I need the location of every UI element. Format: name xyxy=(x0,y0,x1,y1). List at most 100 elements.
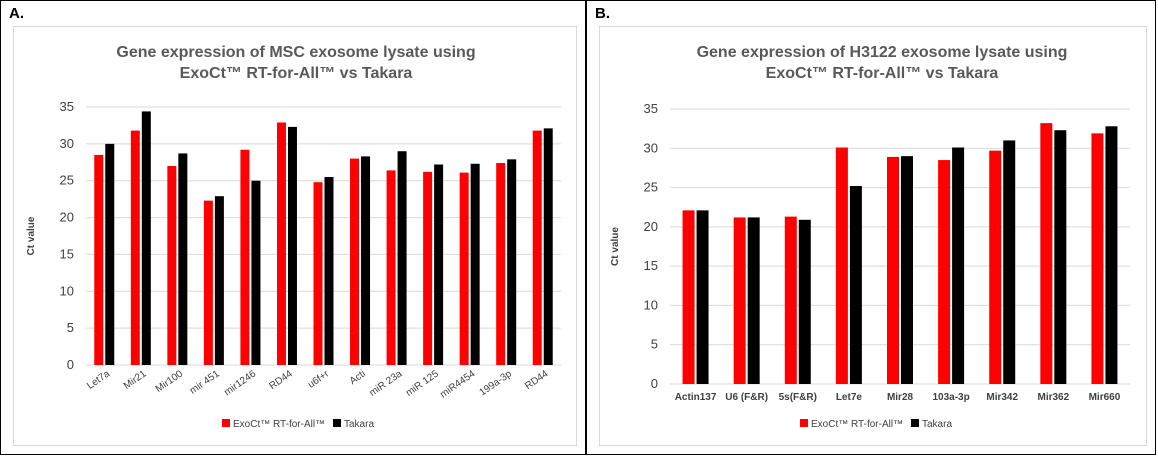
bar xyxy=(798,219,811,384)
bar xyxy=(784,216,797,384)
x-tick-label: U6 (F&R) xyxy=(725,392,768,403)
bar xyxy=(350,158,360,365)
x-tick-label: Let7e xyxy=(836,392,863,403)
bar xyxy=(835,147,848,384)
bar xyxy=(1003,140,1016,384)
bar xyxy=(1105,126,1118,385)
bar xyxy=(178,153,188,365)
x-tick-label: miR 23a xyxy=(367,368,404,399)
bar xyxy=(94,154,104,365)
y-tick-label: 35 xyxy=(644,101,658,116)
y-tick-label: 25 xyxy=(644,180,658,195)
y-axis-label: Ct value xyxy=(26,216,37,255)
legend-swatch xyxy=(333,419,341,427)
bar xyxy=(938,160,951,384)
x-tick-label: 103a-3p xyxy=(932,392,969,403)
x-tick-label: Mir660 xyxy=(1089,392,1121,403)
x-tick-label: Mir21 xyxy=(122,368,149,392)
chart-title-line: ExoCt™ RT-for-All™ vs Takara xyxy=(766,65,999,82)
y-tick-label: 0 xyxy=(67,357,74,372)
bar xyxy=(507,159,517,365)
bar xyxy=(887,156,899,384)
bar xyxy=(1091,133,1104,384)
y-axis-label: Ct value xyxy=(610,227,621,266)
x-tick-label: RD44 xyxy=(267,368,295,392)
bar xyxy=(747,217,760,384)
chart-title-line: Gene expression of H3122 exosome lysate … xyxy=(697,44,1068,61)
x-tick-label: mir 451 xyxy=(188,368,222,396)
bar xyxy=(952,147,965,384)
bar xyxy=(682,210,695,384)
chart-a-frame: Gene expression of MSC exosome lysate us… xyxy=(13,26,577,446)
bar xyxy=(989,150,1002,384)
bar xyxy=(313,182,323,365)
bar xyxy=(423,171,433,365)
x-tick-label: u6f+r xyxy=(306,368,332,391)
bar xyxy=(459,172,469,365)
panel-a-label: A. xyxy=(9,5,24,22)
bar xyxy=(251,180,261,365)
y-tick-label: 10 xyxy=(60,283,74,298)
bar xyxy=(733,217,746,384)
chart-title-line: ExoCt™ RT-for-All™ vs Takara xyxy=(180,65,413,82)
y-tick-label: 15 xyxy=(644,258,658,273)
x-tick-label: 5s(F&R) xyxy=(779,392,817,403)
bar xyxy=(696,210,709,384)
y-tick-label: 5 xyxy=(67,320,74,335)
bar xyxy=(1054,130,1067,384)
bar xyxy=(105,143,115,365)
chart-a: Gene expression of MSC exosome lysate us… xyxy=(26,44,561,430)
bar xyxy=(141,111,151,366)
bar xyxy=(543,128,553,365)
y-tick-label: 0 xyxy=(651,376,658,391)
bar xyxy=(203,200,213,365)
chart-b-frame: Gene expression of H3122 exosome lysate … xyxy=(599,26,1147,446)
bar xyxy=(287,126,297,365)
chart-b: Gene expression of H3122 exosome lysate … xyxy=(610,44,1130,430)
bar xyxy=(901,156,913,384)
x-tick-label: Acti xyxy=(348,368,368,387)
bar xyxy=(324,177,334,365)
panel-a: A. Gene expression of MSC exosome lysate… xyxy=(0,0,586,455)
bar xyxy=(361,156,371,365)
y-tick-label: 30 xyxy=(644,140,658,155)
x-tick-label: Mir362 xyxy=(1037,392,1069,403)
bar xyxy=(214,196,224,365)
legend-label: ExoCt™ RT-for-All™ xyxy=(811,419,903,430)
bar xyxy=(386,170,396,365)
bar xyxy=(470,163,480,365)
panel-b: B. Gene expression of H3122 exosome lysa… xyxy=(586,0,1156,455)
y-tick-label: 15 xyxy=(60,246,74,261)
legend-swatch xyxy=(800,419,808,427)
x-tick-label: Actin137 xyxy=(675,392,717,403)
y-tick-label: 20 xyxy=(644,219,658,234)
bar xyxy=(167,165,177,365)
legend-swatch xyxy=(222,419,230,427)
legend-label: Takara xyxy=(922,419,952,430)
bar xyxy=(240,149,250,365)
bar xyxy=(532,130,542,365)
bar xyxy=(397,151,407,365)
bar xyxy=(1040,123,1053,385)
panel-b-label: B. xyxy=(595,5,610,22)
x-tick-label: miR4454 xyxy=(438,368,477,400)
y-tick-label: 30 xyxy=(60,136,74,151)
y-tick-label: 10 xyxy=(644,297,658,312)
legend-label: Takara xyxy=(344,419,374,430)
bar xyxy=(496,163,506,365)
y-tick-label: 25 xyxy=(60,173,74,188)
x-tick-label: Mir28 xyxy=(887,392,914,403)
bar xyxy=(130,130,140,365)
y-tick-label: 35 xyxy=(60,99,74,114)
legend-swatch xyxy=(911,419,919,427)
x-tick-label: Mir342 xyxy=(986,392,1018,403)
x-tick-label: Mir100 xyxy=(154,368,186,395)
x-tick-label: 199a-3p xyxy=(478,368,515,398)
y-tick-label: 5 xyxy=(651,337,658,352)
bar xyxy=(276,122,286,365)
y-tick-label: 20 xyxy=(60,210,74,225)
legend-label: ExoCt™ RT-for-All™ xyxy=(233,419,325,430)
x-tick-label: mir1246 xyxy=(222,368,258,398)
x-tick-label: Let7a xyxy=(85,368,112,392)
bar xyxy=(434,164,444,365)
